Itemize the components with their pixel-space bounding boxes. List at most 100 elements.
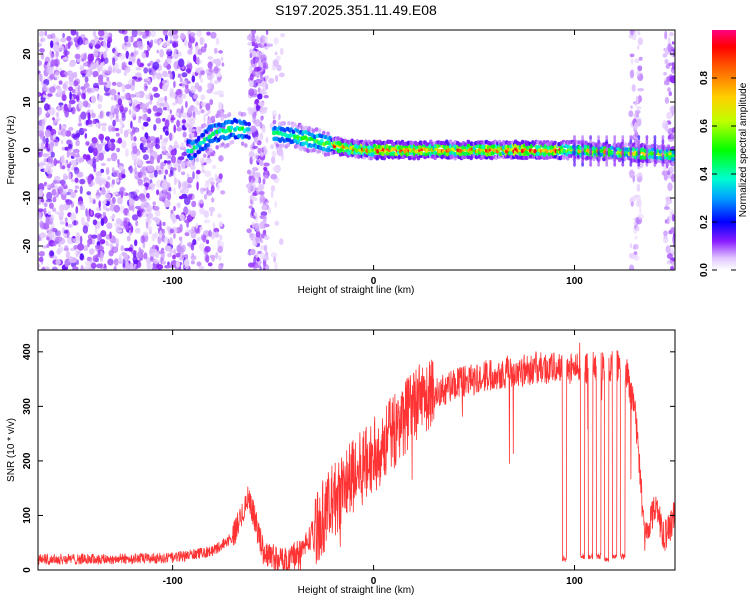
spectrogram-cell bbox=[419, 151, 424, 156]
spectrogram-cell bbox=[254, 213, 259, 222]
spectrogram-cell bbox=[104, 193, 111, 200]
spectrogram-cell bbox=[242, 112, 247, 117]
spectrogram-cell bbox=[77, 200, 84, 206]
spectrogram-cell bbox=[621, 142, 625, 148]
spectrogram-cell bbox=[111, 81, 117, 86]
spectrogram-cell bbox=[68, 143, 73, 149]
spectrogram-cell bbox=[46, 236, 50, 241]
spectrogram-cell bbox=[190, 37, 195, 44]
spectrogram-cell bbox=[213, 80, 219, 85]
spectrogram-cell bbox=[205, 239, 210, 245]
spectrogram-cell bbox=[633, 122, 638, 131]
spectrogram-cell bbox=[151, 266, 158, 270]
spectrogram-cell bbox=[637, 154, 641, 160]
spectrogram-cell bbox=[280, 132, 285, 137]
spectrogram-cell bbox=[67, 188, 74, 193]
spectrogram-cell bbox=[666, 253, 673, 260]
spectrogram-cell bbox=[146, 225, 153, 231]
spectrogram-cell bbox=[257, 250, 262, 255]
spectrogram-cell bbox=[165, 152, 171, 157]
spectrogram-cell bbox=[256, 257, 260, 262]
spectrogram-cell bbox=[65, 222, 69, 227]
spectrogram-cell bbox=[94, 212, 102, 218]
spectrogram-cell bbox=[668, 91, 673, 97]
spectrogram-cell bbox=[79, 235, 83, 245]
spectrogram-cell bbox=[264, 43, 267, 47]
spectrogram-cell bbox=[172, 30, 179, 35]
spectrogram-cell bbox=[161, 181, 168, 190]
spectrogram-cell bbox=[147, 40, 150, 46]
spectrogram-cell bbox=[152, 86, 159, 92]
spectrogram-cell bbox=[589, 162, 592, 167]
spectrogram-cell bbox=[173, 48, 178, 55]
spectrogram-cell bbox=[277, 150, 284, 157]
spectrogram-cell bbox=[52, 37, 60, 44]
spectrogram-cell bbox=[636, 106, 642, 110]
spectrogram-cell bbox=[202, 235, 207, 243]
colorbar-tick-label: 0.2 bbox=[699, 215, 710, 229]
spectrogram-cell bbox=[253, 222, 259, 229]
spectrogram-cell bbox=[230, 139, 235, 145]
spectrogram-cell bbox=[272, 166, 280, 172]
spectrogram-cell bbox=[466, 139, 471, 145]
spectrogram-cell bbox=[645, 162, 649, 167]
spectrogram-cell bbox=[326, 151, 331, 157]
spectrogram-cell bbox=[141, 113, 148, 121]
spectrogram-cell bbox=[135, 66, 142, 71]
spectrogram-cell bbox=[645, 135, 649, 140]
spectrogram-cell bbox=[87, 53, 93, 62]
spectrogram-cell bbox=[77, 122, 83, 127]
spectrogram-cell bbox=[74, 177, 79, 183]
spectrogram-cell bbox=[156, 100, 160, 107]
spectrogram-cell bbox=[133, 136, 137, 142]
spectrogram-cell bbox=[130, 120, 133, 129]
spectrogram-cell bbox=[146, 204, 153, 213]
spectrogram-cell bbox=[581, 135, 584, 140]
colorbar-gradient bbox=[712, 30, 736, 270]
snr-xtick-label: 0 bbox=[371, 576, 377, 587]
snr-ytick-label: 100 bbox=[22, 507, 33, 524]
spectrogram-cell bbox=[253, 152, 259, 160]
spectrogram-cell bbox=[59, 211, 65, 217]
spectrogram-cell bbox=[252, 141, 255, 146]
spectrogram-cell bbox=[266, 43, 274, 47]
spectrogram-cell bbox=[38, 143, 41, 147]
spectrogram-cell bbox=[51, 189, 57, 196]
spectrogram-cell bbox=[542, 155, 547, 161]
spectrogram-cell bbox=[49, 73, 55, 80]
spectrogram-cell bbox=[109, 111, 114, 116]
spectrogram-cell bbox=[106, 243, 112, 247]
spectrogram-cell bbox=[120, 245, 125, 252]
spectrogram-cell bbox=[664, 30, 668, 40]
spectrogram-cell bbox=[116, 81, 123, 88]
spectrogram-cell bbox=[220, 56, 224, 62]
spectrogram-cell bbox=[122, 258, 126, 268]
spectrogram-cell bbox=[146, 216, 151, 224]
spectrogram-cell bbox=[44, 266, 50, 270]
spectrogram-cell bbox=[268, 77, 275, 84]
spectrogram-cell bbox=[661, 142, 665, 148]
spectrogram-cell bbox=[173, 80, 176, 89]
spectrogram-cell bbox=[87, 160, 92, 165]
spectrogram-cell bbox=[629, 154, 633, 160]
spectrogram-cell bbox=[92, 238, 95, 245]
spectrogram-cell bbox=[38, 125, 43, 130]
spectrogram-cell bbox=[573, 146, 576, 152]
spectrogram-cell bbox=[154, 112, 161, 117]
spectrogram-cell bbox=[414, 141, 419, 147]
spectrogram-cell bbox=[149, 155, 155, 165]
spectrogram-cell bbox=[113, 265, 117, 270]
spectrogram-cell bbox=[192, 239, 197, 246]
spectrogram-cell bbox=[189, 123, 193, 128]
spectrogram-cell bbox=[201, 101, 205, 108]
colorbar-tick-label: 0.4 bbox=[699, 167, 710, 181]
spectrogram-ytick-label: 0 bbox=[22, 147, 33, 153]
spectrogram-cell bbox=[131, 30, 138, 38]
spectrogram-cell bbox=[613, 158, 617, 164]
spectrogram-cell bbox=[95, 60, 99, 69]
spectrogram-cell bbox=[193, 153, 197, 158]
spectrogram-cell bbox=[104, 92, 111, 96]
spectrogram-cell bbox=[84, 76, 89, 83]
spectrogram-cell bbox=[62, 83, 67, 90]
spectrogram-cell bbox=[248, 205, 253, 209]
